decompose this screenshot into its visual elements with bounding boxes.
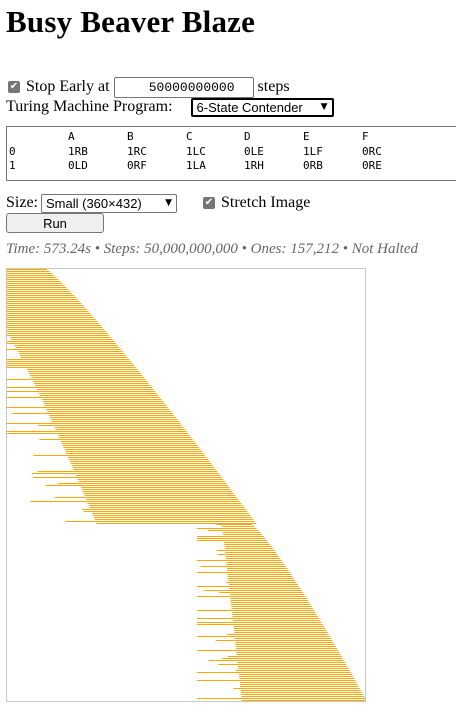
table-cell: 1LF <box>303 145 323 158</box>
steps-label: steps <box>257 78 290 95</box>
stop-early-checkbox[interactable]: ✔ <box>8 81 20 93</box>
chevron-down-icon: ▼ <box>165 198 172 208</box>
table-header-cell: D <box>244 130 251 143</box>
table-cell: 1 <box>9 159 16 172</box>
visualization-canvas <box>6 268 366 702</box>
table-cell: 1RH <box>244 159 264 172</box>
stop-early-steps-input[interactable]: 50000000000 <box>113 76 254 98</box>
program-row: Turing Machine Program: 6-State Contende… <box>6 97 334 117</box>
size-select[interactable]: Small (360×432) ▼ <box>41 193 177 213</box>
table-header-cell: B <box>127 130 134 143</box>
stretch-image-checkbox[interactable]: ✔ <box>203 197 215 209</box>
table-cell: 0RE <box>362 159 382 172</box>
table-cell: 1RB <box>68 145 88 158</box>
visualization-image <box>7 269 365 701</box>
size-select-value: Small (360×432) <box>46 195 142 211</box>
table-cell: 0 <box>9 145 16 158</box>
table-header-cell: A <box>68 130 75 143</box>
run-button[interactable]: Run <box>6 213 104 233</box>
program-label: Turing Machine Program: <box>6 98 173 115</box>
stretch-image-label: Stretch Image <box>221 194 311 211</box>
size-row: Size: Small (360×432) ▼ ✔ Stretch Image <box>6 193 310 213</box>
table-cell: 1LA <box>186 159 206 172</box>
table-header-cell: E <box>303 130 310 143</box>
program-select-value: 6-State Contender <box>196 99 303 115</box>
stop-early-label: Stop Early at <box>26 78 110 95</box>
table-cell: 1RC <box>127 145 147 158</box>
program-select[interactable]: 6-State Contender ▼ <box>190 97 334 117</box>
size-label: Size: <box>6 194 38 211</box>
table-cell: 0RB <box>303 159 323 172</box>
table-cell: 1LC <box>186 145 206 158</box>
table-cell: 0LE <box>244 145 264 158</box>
table-cell: 0RF <box>127 159 147 172</box>
program-table[interactable]: A B C D E F 0 1RB 1RC 1LC 0LE 1LF 0RC 1 … <box>6 126 456 181</box>
status-text: Time: 573.24s • Steps: 50,000,000,000 • … <box>6 241 418 257</box>
page-title: Busy Beaver Blaze <box>6 4 256 39</box>
table-header-cell: C <box>186 130 193 143</box>
table-cell: 0LD <box>68 159 88 172</box>
chevron-down-icon: ▼ <box>320 102 328 112</box>
table-header-cell: F <box>362 130 369 143</box>
table-cell: 0RC <box>362 145 382 158</box>
stop-early-row: ✔ Stop Early at 50000000000 steps <box>8 76 290 98</box>
